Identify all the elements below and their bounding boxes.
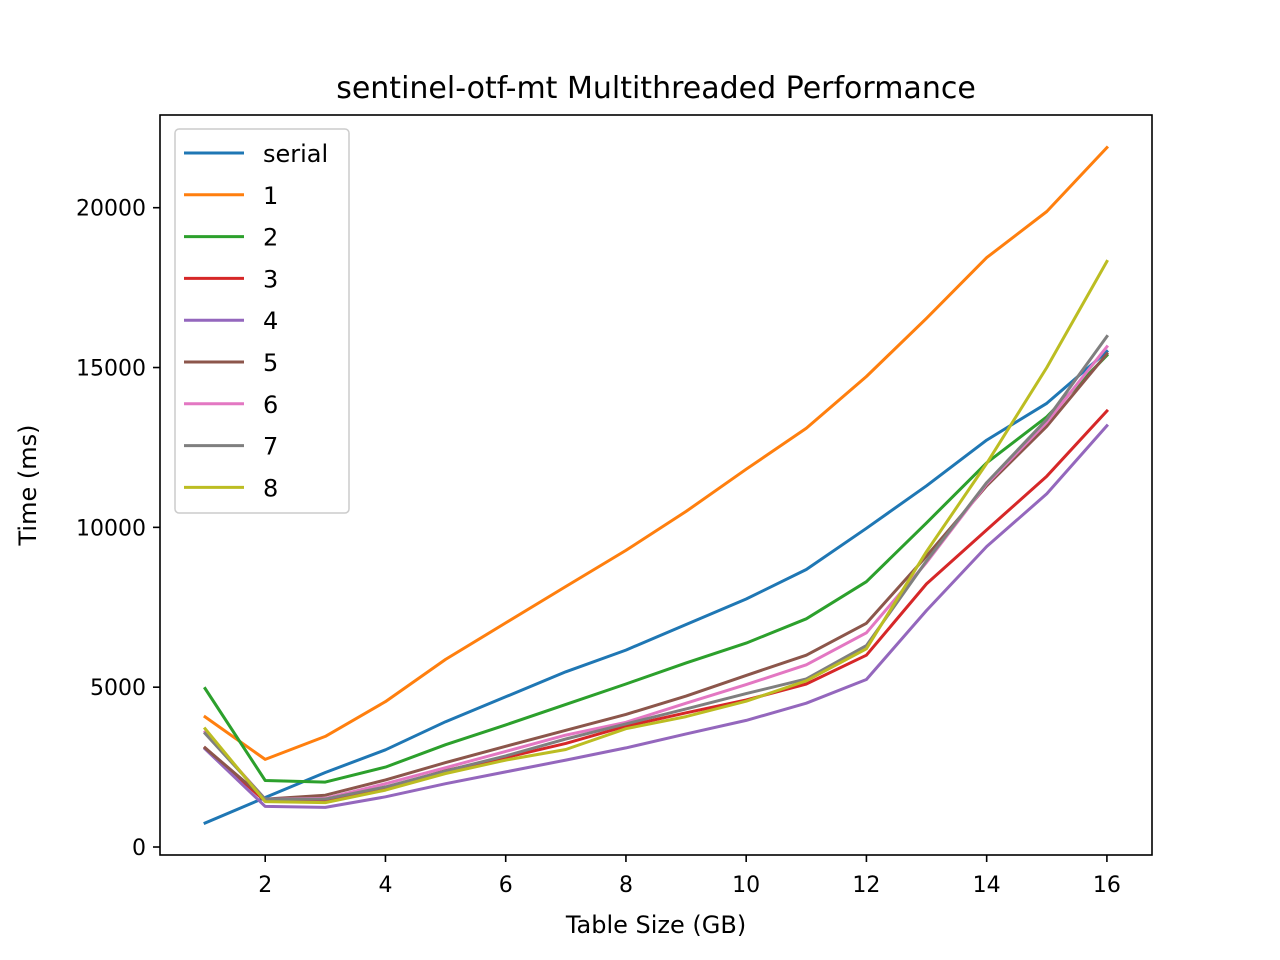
y-tick-label: 20000 bbox=[76, 197, 146, 222]
y-tick-label: 15000 bbox=[76, 357, 146, 382]
y-tick-label: 0 bbox=[132, 836, 146, 861]
legend-label-6: 6 bbox=[263, 391, 278, 419]
legend-box bbox=[174, 128, 350, 514]
x-tick-label: 6 bbox=[499, 873, 513, 898]
y-axis: 0 5000 10000 15000 20000 bbox=[76, 197, 160, 861]
x-tick-label: 10 bbox=[732, 873, 760, 898]
legend-label-5: 5 bbox=[263, 349, 278, 377]
legend: serial 1 2 3 4 5 6 7 8 bbox=[174, 128, 350, 514]
legend-label-1: 1 bbox=[263, 182, 278, 210]
x-tick-label: 2 bbox=[258, 873, 272, 898]
legend-label-2: 2 bbox=[263, 224, 278, 252]
series-line-1 bbox=[203, 145, 1110, 761]
legend-label-serial: serial bbox=[263, 140, 328, 168]
chart-title: sentinel-otf-mt Multithreaded Performanc… bbox=[336, 71, 976, 106]
x-tick-label: 14 bbox=[973, 873, 1001, 898]
x-tick-label: 16 bbox=[1093, 873, 1121, 898]
series-line-serial bbox=[203, 349, 1110, 825]
x-axis-label: Table Size (GB) bbox=[565, 911, 746, 939]
plot-frame bbox=[159, 114, 1153, 856]
x-tick-label: 12 bbox=[852, 873, 880, 898]
plot-lines bbox=[202, 145, 1110, 825]
series-line-7 bbox=[202, 334, 1109, 801]
y-tick-label: 10000 bbox=[76, 516, 146, 541]
series-line-8 bbox=[202, 259, 1109, 805]
y-tick-label: 5000 bbox=[90, 676, 146, 701]
series-line-4 bbox=[202, 423, 1110, 809]
legend-label-7: 7 bbox=[263, 433, 278, 461]
legend-label-3: 3 bbox=[263, 265, 278, 293]
series-line-2 bbox=[203, 353, 1110, 784]
legend-label-8: 8 bbox=[263, 474, 278, 502]
legend-label-4: 4 bbox=[263, 307, 278, 335]
y-axis-label: Time (ms) bbox=[14, 425, 42, 547]
x-axis: 2 4 6 8 10 12 14 16 bbox=[258, 855, 1121, 898]
x-tick-label: 8 bbox=[619, 873, 633, 898]
x-tick-label: 4 bbox=[378, 873, 392, 898]
